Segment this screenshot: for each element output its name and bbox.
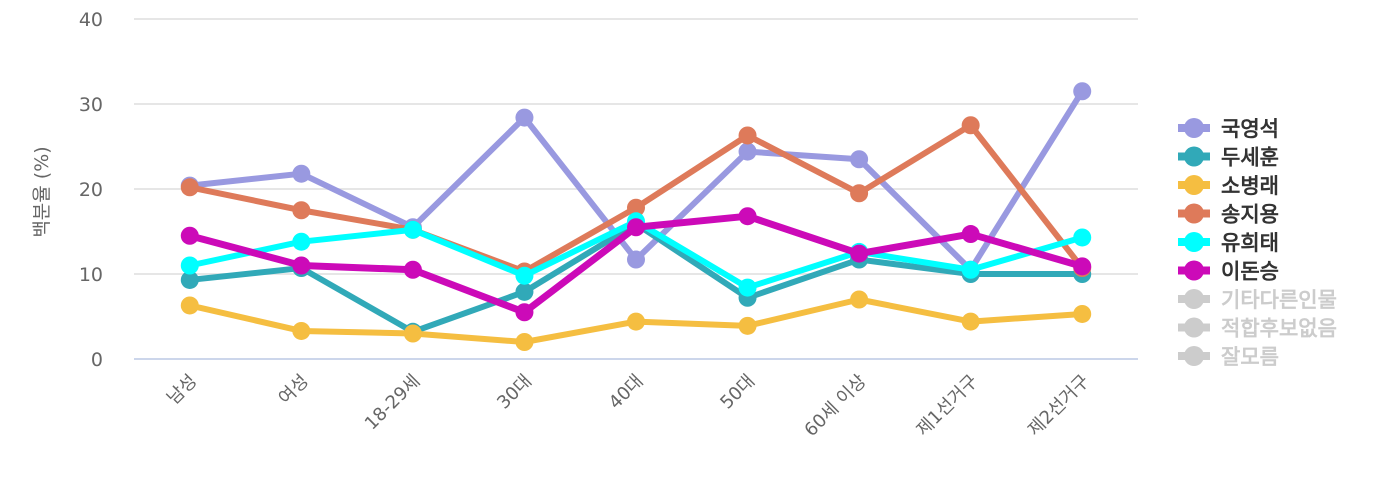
x-tick-label: 여성 xyxy=(275,371,313,409)
legend-marker-icon xyxy=(1184,232,1204,252)
data-point[interactable] xyxy=(515,108,534,127)
data-point[interactable] xyxy=(292,232,311,251)
data-point[interactable] xyxy=(515,333,534,351)
data-point[interactable] xyxy=(627,250,645,269)
series-5[interactable] xyxy=(180,207,1092,322)
data-point[interactable] xyxy=(738,126,757,145)
y-tick-label: 40 xyxy=(79,9,103,31)
data-point[interactable] xyxy=(1073,82,1092,101)
legend-item[interactable]: 소병래 xyxy=(1178,174,1279,198)
legend-label: 적합후보없음 xyxy=(1221,317,1337,341)
legend-label: 두세훈 xyxy=(1221,146,1279,170)
data-point[interactable] xyxy=(738,207,757,226)
x-tick-label: 30대 xyxy=(493,371,536,414)
x-tick-label: 50대 xyxy=(716,371,759,414)
series-group xyxy=(180,82,1092,352)
x-tick-label: 제2선거구 xyxy=(1024,371,1094,441)
legend-item[interactable]: 이돈승 xyxy=(1178,260,1279,284)
data-point[interactable] xyxy=(180,256,199,275)
legend-item[interactable]: 국영석 xyxy=(1178,117,1279,141)
legend-marker-icon xyxy=(1184,317,1204,338)
y-axis-label: 백분율 (%) xyxy=(31,146,53,237)
data-point[interactable] xyxy=(403,220,422,239)
y-tick-label: 10 xyxy=(79,264,103,286)
y-tick-label: 20 xyxy=(79,179,103,201)
y-tick-label: 0 xyxy=(91,349,103,371)
data-point[interactable] xyxy=(515,282,534,301)
data-point[interactable] xyxy=(403,260,422,279)
data-point[interactable] xyxy=(961,225,980,244)
data-point[interactable] xyxy=(850,290,869,309)
legend-item[interactable]: 잘모름 xyxy=(1178,345,1279,369)
legend-item[interactable]: 기타다른인물 xyxy=(1178,288,1337,312)
data-point[interactable] xyxy=(515,303,534,322)
legend-marker-icon xyxy=(1184,346,1204,366)
grid-lines xyxy=(134,18,1138,360)
data-point[interactable] xyxy=(180,226,199,245)
data-point[interactable] xyxy=(292,201,311,220)
data-point[interactable] xyxy=(180,178,199,197)
data-point[interactable] xyxy=(738,278,757,297)
data-point[interactable] xyxy=(627,312,645,331)
legend-label: 유희태 xyxy=(1221,231,1279,255)
data-point[interactable] xyxy=(1073,228,1092,247)
legend-label: 국영석 xyxy=(1221,117,1279,141)
x-tick-label: 제1선거구 xyxy=(912,371,982,441)
y-tick-label: 30 xyxy=(79,94,103,116)
legend-item[interactable]: 두세훈 xyxy=(1178,146,1279,170)
data-point[interactable] xyxy=(180,270,199,289)
legend-marker-icon xyxy=(1184,146,1204,167)
legend-marker-icon xyxy=(1184,175,1204,195)
legend-label: 이돈승 xyxy=(1221,260,1279,284)
x-tick-label: 40대 xyxy=(605,371,648,414)
legend-marker-icon xyxy=(1184,118,1204,138)
legend-marker-icon xyxy=(1184,260,1204,281)
series-line[interactable] xyxy=(189,89,1085,273)
legend-label: 잘모름 xyxy=(1221,345,1279,369)
data-point[interactable] xyxy=(738,316,757,335)
x-tick-label: 18-29세 xyxy=(361,371,425,435)
data-point[interactable] xyxy=(738,142,757,161)
data-point[interactable] xyxy=(1073,257,1092,276)
series-0[interactable] xyxy=(180,82,1092,279)
data-point[interactable] xyxy=(627,198,645,217)
data-point[interactable] xyxy=(292,321,311,340)
x-axis-ticks: 남성 여성 18-29세 30대 40대 50대 60세 이상 제1선거구 제2선거구 xyxy=(163,371,1094,441)
data-point[interactable] xyxy=(850,244,869,263)
data-point[interactable] xyxy=(961,312,980,331)
legend-item[interactable]: 송지용 xyxy=(1178,203,1279,227)
data-point[interactable] xyxy=(292,256,311,275)
data-point[interactable] xyxy=(180,296,199,315)
data-point[interactable] xyxy=(515,266,534,285)
legend-item[interactable]: 유희태 xyxy=(1178,231,1279,255)
data-point[interactable] xyxy=(850,184,869,203)
legend-label: 송지용 xyxy=(1221,203,1279,227)
legend-marker-icon xyxy=(1184,289,1204,309)
legend-label: 소병래 xyxy=(1221,174,1279,198)
x-tick-label: 60세 이상 xyxy=(800,371,870,441)
y-axis-ticks: 0 10 20 30 40 xyxy=(79,9,103,371)
x-tick-label: 남성 xyxy=(163,371,201,409)
data-point[interactable] xyxy=(292,164,311,183)
data-point[interactable] xyxy=(627,218,645,237)
series-2[interactable] xyxy=(180,290,1092,352)
data-point[interactable] xyxy=(961,260,980,279)
data-point[interactable] xyxy=(403,324,422,343)
legend-marker-icon xyxy=(1184,203,1204,224)
series-3[interactable] xyxy=(180,116,1092,281)
data-point[interactable] xyxy=(850,150,869,169)
legend-item[interactable]: 적합후보없음 xyxy=(1178,317,1337,341)
data-point[interactable] xyxy=(961,116,980,135)
data-point[interactable] xyxy=(1073,304,1092,323)
legend-label: 기타다른인물 xyxy=(1221,288,1337,312)
